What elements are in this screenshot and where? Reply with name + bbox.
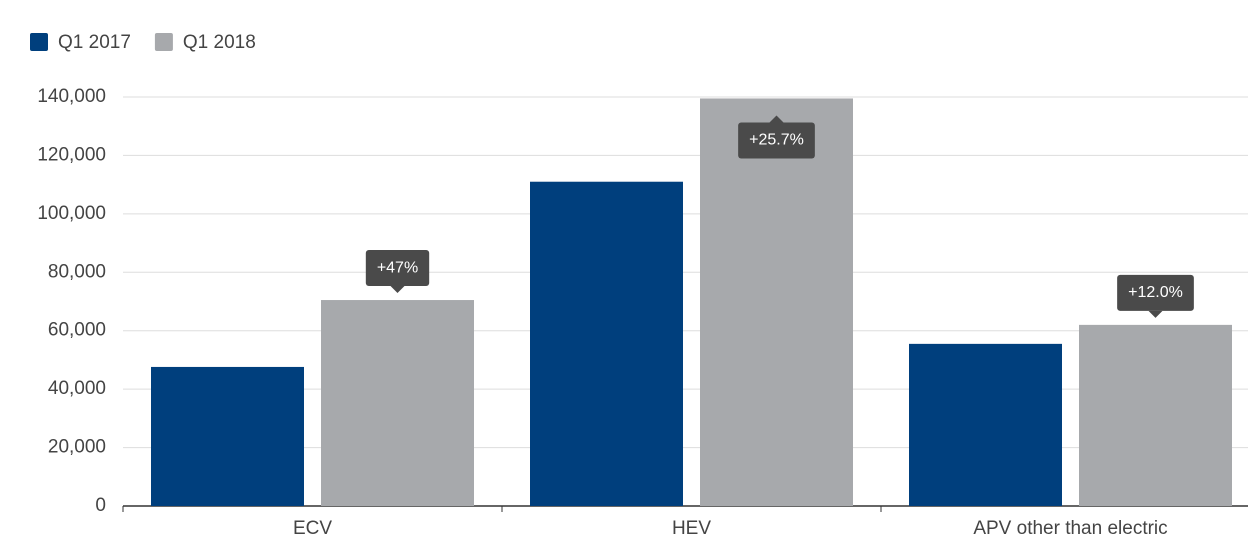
annotation [738, 115, 815, 159]
annotation-pointer [390, 286, 405, 294]
y-tick-label: 80,000 [48, 261, 106, 282]
annotation-box [365, 250, 430, 287]
y-tick-label: 60,000 [48, 320, 106, 341]
annotation [1117, 274, 1194, 318]
annotation-label: +47% [377, 259, 418, 276]
legend-swatch [30, 33, 48, 51]
bar [321, 300, 474, 506]
annotation-label: +12.0% [1128, 284, 1183, 301]
y-tick-label: 20,000 [48, 437, 106, 458]
y-tick-label: 140,000 [37, 86, 106, 107]
annotation-pointer [1148, 310, 1163, 318]
y-tick-label: 40,000 [48, 378, 106, 399]
y-tick-label: 0 [95, 495, 106, 516]
annotation [365, 250, 430, 294]
annotation-box [738, 122, 815, 159]
bar [1079, 324, 1232, 506]
bar [909, 343, 1062, 506]
legend-label: Q1 2017 [58, 32, 131, 53]
x-tick-label: HEV [672, 518, 711, 539]
x-tick-label: APV other than electric [973, 518, 1167, 539]
annotation-box [1117, 274, 1194, 311]
bar [700, 98, 853, 506]
legend-label: Q1 2018 [183, 32, 256, 53]
bar [530, 181, 683, 506]
bar [151, 366, 304, 506]
annotation-label: +25.7% [749, 132, 804, 149]
legend-swatch [154, 33, 173, 51]
annotation-pointer [769, 115, 784, 123]
y-tick-label: 100,000 [37, 203, 106, 224]
x-tick-label: ECV [293, 518, 332, 539]
y-tick-label: 120,000 [37, 144, 106, 165]
